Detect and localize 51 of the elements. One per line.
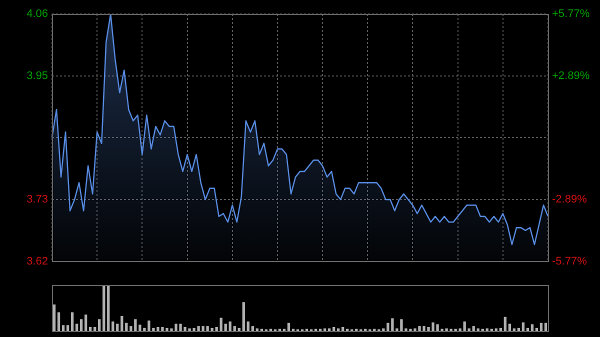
- bar: [251, 326, 254, 331]
- bar: [107, 286, 110, 331]
- y2-tick-label: +2.89%: [552, 70, 590, 82]
- bar: [544, 322, 548, 331]
- y-tick-label: 4.06: [26, 8, 48, 20]
- bar: [70, 312, 74, 331]
- bar: [522, 322, 525, 331]
- bar: [116, 324, 119, 331]
- y2-tick-label: -5.77%: [552, 255, 588, 268]
- bar: [94, 326, 96, 331]
- y-tick-label: 3.95: [26, 70, 48, 82]
- bar: [98, 319, 101, 331]
- y2-tick-label: -2.89%: [552, 194, 588, 206]
- bar: [233, 326, 236, 331]
- y-tick-label: 3.62: [26, 255, 48, 268]
- bar: [130, 326, 132, 331]
- bar: [242, 302, 245, 331]
- y-tick-label: 3.73: [26, 194, 48, 206]
- bar: [52, 304, 56, 331]
- y2-tick-label: +5.77%: [552, 8, 590, 20]
- bar: [62, 325, 65, 331]
- bar: [472, 326, 475, 331]
- bar: [66, 325, 70, 331]
- bar: [75, 324, 78, 331]
- bar: [540, 322, 543, 331]
- bar: [535, 328, 538, 331]
- bar: [504, 316, 506, 331]
- bar: [224, 324, 227, 331]
- bar: [112, 321, 114, 331]
- bar: [499, 328, 502, 331]
- bar: [530, 324, 534, 331]
- bar: [342, 326, 344, 331]
- bar: [84, 314, 88, 331]
- bar: [228, 321, 232, 331]
- bar: [508, 324, 512, 331]
- bar: [120, 316, 124, 331]
- bar: [246, 321, 250, 331]
- bar: [517, 328, 520, 331]
- bar: [287, 322, 290, 331]
- bar: [57, 312, 60, 331]
- bar: [102, 285, 106, 331]
- bar: [89, 326, 92, 331]
- bar: [215, 326, 218, 331]
- bar: [526, 328, 530, 331]
- bar: [238, 328, 240, 331]
- bar: [80, 319, 83, 331]
- bar: [220, 318, 222, 331]
- bar: [125, 322, 128, 331]
- bar: [463, 321, 466, 331]
- bar: [332, 326, 336, 331]
- bar: [134, 319, 137, 331]
